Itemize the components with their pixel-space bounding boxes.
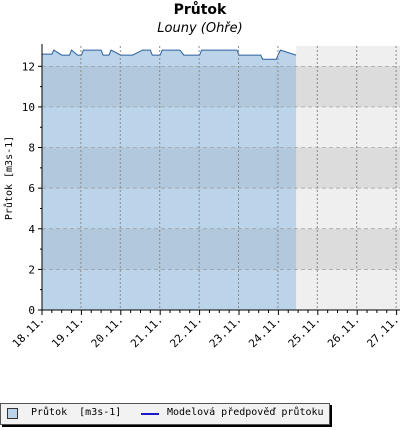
x-tick-label: 27.11. xyxy=(364,313,400,350)
legend-swatch-flow xyxy=(7,408,18,419)
future-band xyxy=(296,66,400,107)
y-tick-label: 2 xyxy=(28,263,35,276)
y-tick-label: 6 xyxy=(28,182,35,195)
legend-label-forecast: Modelová předpověď průtoku xyxy=(167,407,324,418)
x-tick-label: 26.11. xyxy=(325,313,362,350)
legend-line-forecast xyxy=(141,413,159,415)
x-tick-label: 24.11. xyxy=(246,313,283,350)
observed-band xyxy=(42,228,297,270)
observed-band xyxy=(42,66,297,107)
x-tick-label: 21.11. xyxy=(128,313,165,350)
x-tick-label: 18.11. xyxy=(10,313,47,350)
y-tick-label: 8 xyxy=(28,142,35,155)
legend-label-flow: Průtok [m3s-1] xyxy=(31,407,122,418)
future-band xyxy=(296,147,400,189)
flow-line xyxy=(42,49,297,60)
y-tick-label: 4 xyxy=(28,223,35,236)
y-tick-label: 0 xyxy=(28,304,35,317)
observed-band xyxy=(42,147,297,189)
y-tick-label: 12 xyxy=(22,60,35,73)
chart-title: Průtok xyxy=(173,2,227,18)
x-tick-label: 25.11. xyxy=(286,313,323,350)
x-tick-label: 23.11. xyxy=(207,313,244,350)
y-axis-label: Průtok [m3s-1] xyxy=(3,136,15,220)
x-tick-label: 19.11. xyxy=(49,313,86,350)
chart-subtitle: Louny (Ohře) xyxy=(157,21,243,36)
x-tick-label: 20.11. xyxy=(89,313,126,350)
future-band xyxy=(296,228,400,270)
y-tick-label: 10 xyxy=(22,101,35,114)
legend: Průtok [m3s-1] Modelová předpověď průtok… xyxy=(0,403,330,425)
x-tick-label: 22.11. xyxy=(167,313,204,350)
